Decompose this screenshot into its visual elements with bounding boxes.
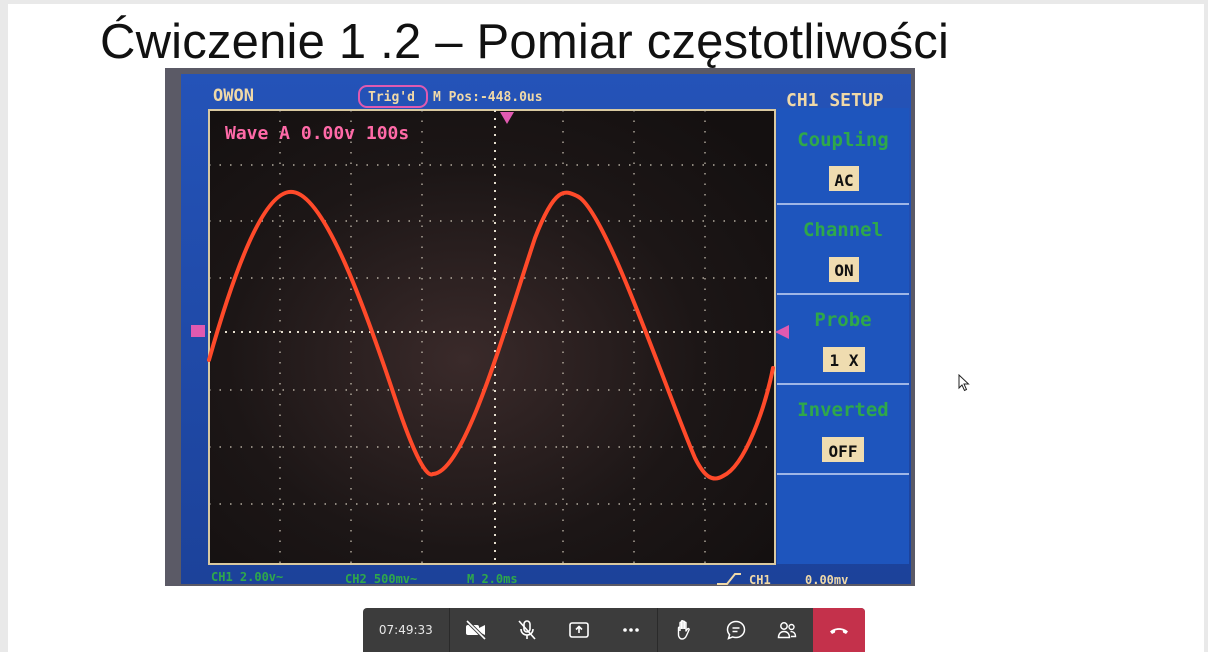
menu-channel-label: Channel [803,219,883,241]
menu-coupling-value: AC [834,171,853,190]
raise-hand-button[interactable] [658,608,710,652]
trigger-level: 0.00mv [805,573,848,586]
hand-icon [677,620,690,640]
camera-toggle-button[interactable] [450,608,502,652]
menu-probe-value: 1 X [830,351,859,370]
more-icon [623,628,639,632]
share-screen-button[interactable] [553,608,605,652]
slide-title: Ćwiczenie 1 .2 – Pomiar częstotliwości [100,15,950,69]
trigger-position-marker [500,112,514,124]
menu-title: CH1 SETUP [786,90,884,111]
toolbar-divider [656,608,658,652]
hangup-icon [830,628,849,634]
mic-toggle-button[interactable] [501,608,553,652]
waveform-trace [207,189,775,481]
ch1-ground-marker [191,325,205,337]
menu-inverted-label: Inverted [797,399,889,421]
menu-coupling-label: Coupling [797,129,889,151]
menu-inverted-value: OFF [829,442,858,461]
trigger-level-marker [775,325,789,339]
video-off-icon [465,619,486,641]
menu-probe-label: Probe [814,309,871,331]
trigger-edge-icon [717,573,741,585]
oscilloscope-screen: OWON Trig'd M Pos:-448.0us CH1 SETUP Wav… [165,68,915,586]
scope-brand: OWON [213,86,254,106]
oscilloscope-photo: OWON Trig'd M Pos:-448.0us CH1 SETUP Wav… [165,68,915,586]
timebase: M 2.0ms [467,572,518,586]
ch1-scale: CH1 2.00v~ [211,570,283,584]
chat-button[interactable] [710,608,762,652]
meeting-toolbar: 07:49:33 [363,608,865,652]
chat-icon [726,620,745,640]
wave-label: Wave A 0.00v 100s [225,123,409,144]
trigger-status: Trig'd [368,90,415,105]
trigger-source: CH1 [749,573,771,586]
hang-up-button[interactable] [813,608,865,652]
share-screen-icon [569,622,589,638]
horizontal-position: M Pos:-448.0us [433,90,543,105]
mouse-cursor-icon [958,374,970,392]
ch2-scale: CH2 500mv~ [345,572,417,586]
participants-button[interactable] [761,608,813,652]
more-actions-button[interactable] [605,608,657,652]
presentation-slide: Ćwiczenie 1 .2 – Pomiar częstotliwości [8,4,1204,652]
mic-off-icon [518,620,536,640]
people-icon [778,622,797,639]
menu-channel-value: ON [834,261,853,280]
meeting-timer: 07:49:33 [363,608,450,652]
